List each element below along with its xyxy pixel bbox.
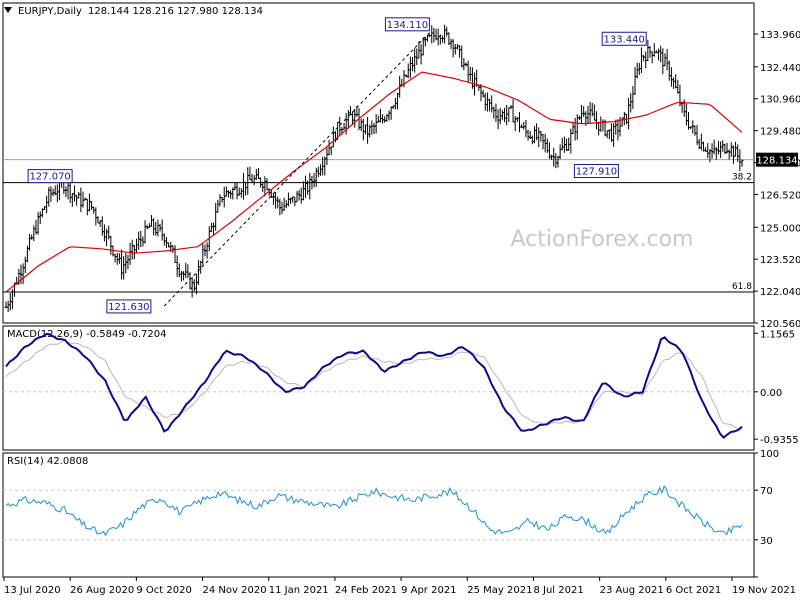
time-tick-label-1: 26 Aug 2020 <box>70 585 134 596</box>
macd-tick-label-0: 1.1565 <box>760 329 795 340</box>
time-tick-label-0: 13 Jul 2020 <box>4 585 61 596</box>
macd-lines <box>5 332 743 439</box>
fib-level-label-0: 38.2 <box>732 173 752 183</box>
up-arrow-icon <box>4 7 12 13</box>
price-tick-label-1: 132.440 <box>760 63 800 74</box>
price-label-box <box>573 164 619 179</box>
macd-series-macd <box>5 332 743 439</box>
macd-series-signal <box>5 339 743 430</box>
rsi-axis: 100 70 30 <box>3 449 779 578</box>
price-label-4: 121.630 <box>106 299 152 314</box>
trend-line-dashed <box>163 30 432 307</box>
price-tick-label-9: 120.560 <box>760 319 800 330</box>
time-tick-label-9: 23 Aug 2021 <box>600 585 664 596</box>
price-tick-label-8: 122.040 <box>760 287 800 298</box>
current-price-box <box>756 152 798 167</box>
macd-tick-label-2: -0.9355 <box>760 435 799 446</box>
time-tick-label-8: 8 Jul 2021 <box>533 585 583 596</box>
rsi-title: RSI(14) 42.0808 <box>7 456 88 467</box>
time-tick-label-7: 25 May 2021 <box>467 585 532 596</box>
ohlc-bar <box>740 159 744 167</box>
rsi-line <box>5 485 743 537</box>
price-label-text: 127.070 <box>29 172 70 183</box>
price-label-0: 134.110 <box>384 17 430 32</box>
watermark: ActionForex.com <box>511 227 694 252</box>
price-label-text: 127.910 <box>576 167 617 178</box>
price-label-box <box>384 17 430 32</box>
current-price-text: 128.134 <box>756 156 797 167</box>
rsi-series-line <box>5 485 743 537</box>
time-tick-label-11: 19 Nov 2021 <box>732 585 796 596</box>
current-price-tag: 128.134 <box>756 152 798 167</box>
time-tick-label-10: 6 Oct 2021 <box>666 585 721 596</box>
time-tick-label-5: 24 Feb 2021 <box>335 585 397 596</box>
price-tick-label-5: 126.520 <box>760 190 800 201</box>
price-tick-label-6: 125.000 <box>760 223 800 234</box>
price-label-3: 127.070 <box>27 169 73 184</box>
price-label-box <box>27 169 73 184</box>
rsi-panel <box>2 452 755 578</box>
price-label-text: 134.110 <box>387 20 428 31</box>
fib-levels: 38.2 61.8 <box>3 159 754 293</box>
price-label-1: 133.440 <box>601 31 647 46</box>
time-axis: 13 Jul 2020 26 Aug 2020 9 Oct 2020 24 Nov 2… <box>3 577 796 596</box>
price-label-box <box>601 31 647 46</box>
price-label-box <box>106 299 152 314</box>
trend-line[interactable] <box>163 30 432 307</box>
ohlc-bars <box>4 24 744 313</box>
price-tick-label-0: 133.960 <box>760 30 800 41</box>
price-label-text: 133.440 <box>604 34 645 45</box>
macd-axis: 1.1565 0.00 -0.9355 <box>3 329 799 446</box>
price-label-2: 127.910 <box>573 164 619 179</box>
price-tick-label-7: 123.520 <box>760 255 800 266</box>
time-tick-label-6: 9 Apr 2021 <box>401 585 456 596</box>
price-tick-label-3: 129.480 <box>760 127 800 138</box>
ohlc-values: 128.144 128.216 127.980 128.134 <box>88 6 263 17</box>
time-tick-label-3: 24 Nov 2020 <box>203 585 267 596</box>
fib-level-label-1: 61.8 <box>732 282 752 292</box>
chart-title: EURJPY,Daily <box>18 6 82 17</box>
macd-tick-label-1: 0.00 <box>760 388 782 399</box>
time-tick-label-2: 9 Oct 2020 <box>136 585 191 596</box>
rsi-tick-label-1: 70 <box>760 486 773 497</box>
price-annotations: 134.110 133.440 127.910 127.070 121.630 <box>27 17 647 314</box>
price-tick-label-2: 130.960 <box>760 95 800 106</box>
rsi-tick-label-2: 30 <box>760 536 773 547</box>
ma-line <box>5 71 743 293</box>
macd-panel <box>2 325 755 451</box>
moving-average <box>5 71 743 293</box>
price-label-text: 121.630 <box>108 302 149 313</box>
time-tick-label-4: 11 Jan 2021 <box>269 585 329 596</box>
macd-title: MACD(12,26,9) -0.5849 -0.7204 <box>7 329 167 340</box>
rsi-tick-label-0: 100 <box>760 449 779 460</box>
